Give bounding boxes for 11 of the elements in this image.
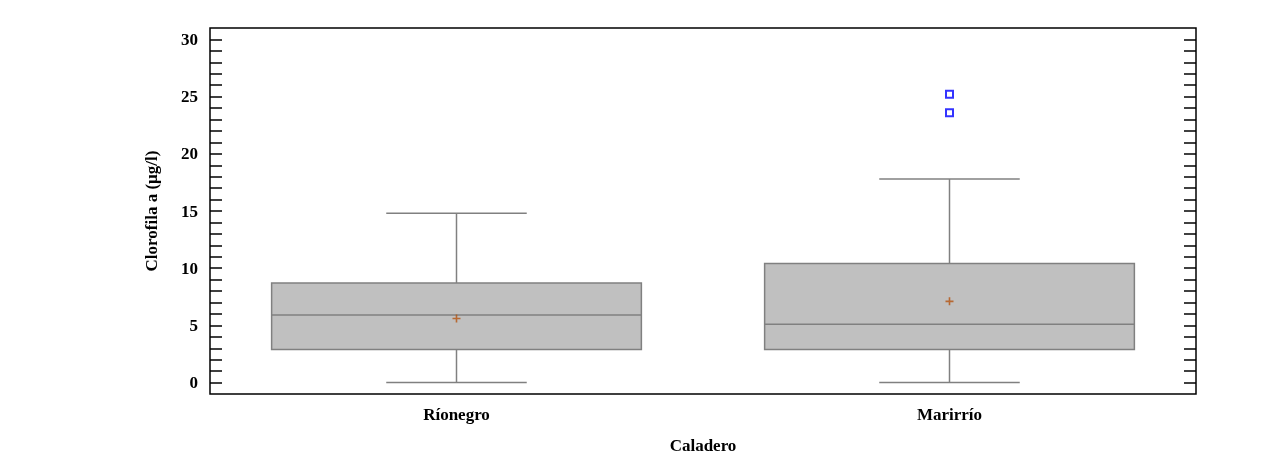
y-tick-label: 0 [189,373,198,393]
y-tick-label: 15 [181,201,198,221]
y-axis-title: Clorofila a (µg/l) [142,150,161,272]
x-axis-title: Caladero [669,436,737,455]
y-tick-label: 20 [181,144,198,164]
y-tick-label: 25 [181,87,198,107]
y-tick-label: 10 [181,258,198,278]
x-tick-label: Ríonegro [423,405,490,424]
x-tick-label: Marirrío [916,405,983,424]
y-tick-label: 30 [181,29,198,49]
y-tick-label: 5 [189,315,198,335]
